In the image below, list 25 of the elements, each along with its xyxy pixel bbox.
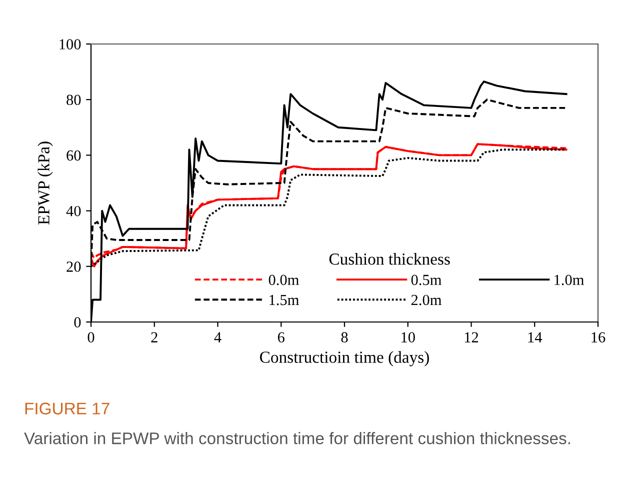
legend-label: 2.0m [411,294,442,306]
y-tick-label: 60 [66,150,81,161]
legend-label: 1.5m [270,294,299,306]
y-tick-label: 0 [74,317,81,328]
x-tick-label: 12 [464,332,478,342]
text: Variation in EPWP with construction time for different cushion thicknesses. [24,432,570,444]
legend-label: 0.5m [411,274,442,286]
x-axis-title: Constructioin time (days) [260,351,429,366]
x-tick-label: 14 [528,332,542,342]
y-tick-label: 40 [66,206,81,216]
x-tick-label: 0 [88,332,94,342]
caption: FIGURE 17 [25,402,110,414]
x-tick-label: 8 [341,332,348,342]
legend-title: Cushion thickness [329,253,450,265]
legend-label: 1.0m [554,274,584,286]
y-tick-label: 100 [60,39,81,50]
y-tick-label: 20 [66,262,81,272]
y-tick-label: 80 [66,94,81,106]
x-tick-label: 2 [151,332,158,342]
y-axis-title: EPWP (kPa) [38,142,53,225]
x-tick-label: 16 [592,332,606,342]
legend-label: 0.0m [268,274,299,286]
x-tick-label: 4 [214,332,222,342]
x-tick-label: 10 [402,332,415,342]
x-tick-label: 6 [278,332,284,342]
